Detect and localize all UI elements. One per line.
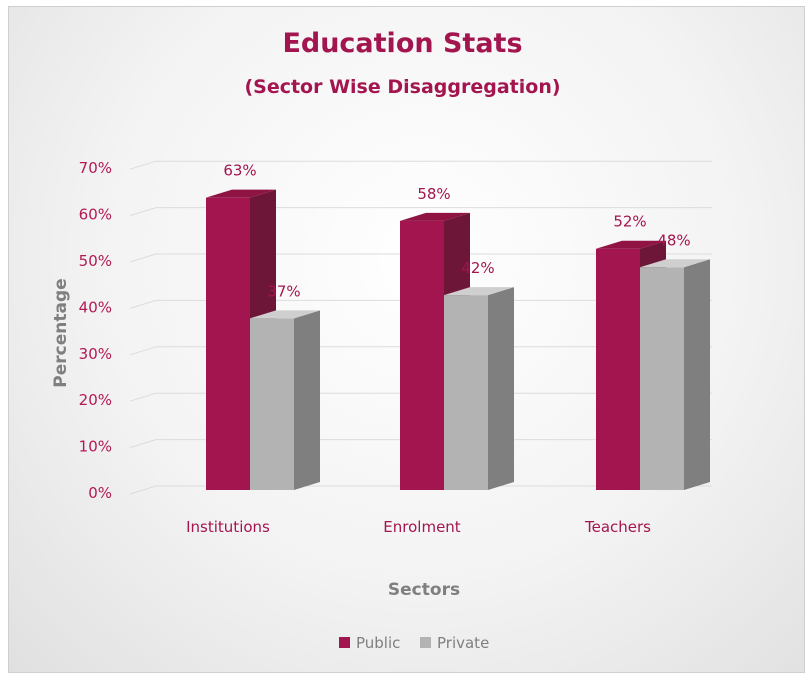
x-tick-label: Teachers	[584, 518, 651, 536]
bar-public-institutions	[206, 197, 250, 490]
y-tick-label: 60%	[79, 206, 112, 224]
y-tick-label: 40%	[79, 298, 112, 316]
gridline-depth	[129, 299, 157, 309]
y-tick-label: 50%	[79, 252, 112, 270]
gridline-depth	[129, 392, 157, 402]
chart-subtitle: (Sector Wise Disaggregation)	[244, 76, 561, 98]
gridline-depth	[129, 207, 157, 217]
legend-label-public: Public	[356, 634, 400, 652]
gridline-depth	[129, 253, 157, 263]
bars	[206, 189, 710, 490]
bar-side-private	[488, 287, 514, 490]
y-tick-label: 0%	[88, 484, 112, 502]
data-label-private: 37%	[267, 282, 300, 300]
legend: Public Private	[339, 634, 489, 652]
chart-title: Education Stats	[282, 28, 523, 59]
bar-public-teachers	[596, 248, 640, 490]
bar-side-private	[684, 259, 710, 490]
bar-top-public	[400, 212, 470, 221]
bar-top-private	[444, 287, 514, 296]
gridline-depth	[129, 346, 157, 356]
bar-top-public	[596, 240, 666, 249]
data-label-public: 63%	[223, 162, 256, 180]
legend-swatch-private	[420, 637, 431, 648]
gridline-depth	[129, 485, 157, 495]
bar-private-enrolment	[444, 295, 488, 490]
data-label-public: 52%	[613, 213, 646, 231]
x-tick-label: Enrolment	[383, 518, 461, 536]
y-tick-label: 20%	[79, 391, 112, 409]
data-label-public: 58%	[417, 185, 450, 203]
y-axis-ticks: 0% 10% 20% 30% 40% 50% 60% 70%	[79, 159, 112, 502]
x-axis-categories: Institutions Enrolment Teachers	[186, 518, 651, 536]
gridline-depth	[129, 439, 157, 449]
y-tick-label: 10%	[79, 438, 112, 456]
data-labels: 63% 37% 58% 42% 52% 48%	[223, 162, 690, 301]
bar-top-public	[206, 189, 276, 198]
bar-top-private	[640, 259, 710, 268]
y-axis-title: Percentage	[51, 278, 71, 387]
legend-label-private: Private	[437, 634, 489, 652]
bar-side-private	[294, 310, 320, 490]
x-axis-title: Sectors	[388, 580, 460, 600]
x-tick-label: Institutions	[186, 518, 270, 536]
data-label-private: 48%	[657, 231, 690, 249]
bar-top-private	[250, 310, 320, 319]
y-tick-label: 30%	[79, 345, 112, 363]
data-label-private: 42%	[461, 259, 494, 277]
legend-swatch-public	[339, 637, 350, 648]
bar-public-enrolment	[400, 220, 444, 490]
gridline-depth	[129, 160, 157, 170]
bar-private-institutions	[250, 318, 294, 490]
bar-private-teachers	[640, 267, 684, 490]
y-tick-label: 70%	[79, 159, 112, 177]
